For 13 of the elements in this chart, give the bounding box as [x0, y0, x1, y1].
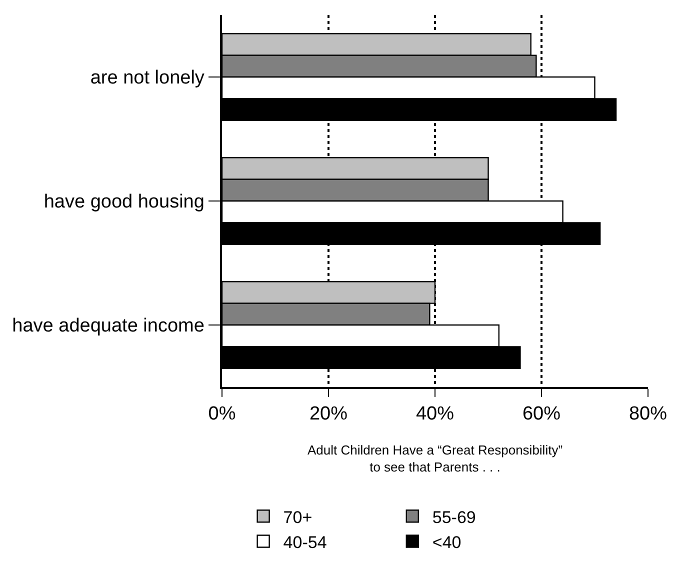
legend-label: 55-69: [432, 508, 476, 527]
x-tick-label: 80%: [628, 404, 668, 425]
legend-label: <40: [432, 532, 462, 552]
x-tick-label: 40%: [416, 404, 454, 425]
x-axis-title: Adult Children Have a “Great Responsibility” to see that Parents . . .: [307, 442, 563, 475]
x-tick-label: 60%: [522, 404, 561, 425]
x-tick-label: 0%: [208, 404, 236, 425]
y-tick-label: have good housing: [44, 192, 204, 213]
legend-label: 40-54: [283, 532, 327, 552]
y-tick-label: are not lonely: [90, 68, 205, 89]
legend-label: 70+: [283, 508, 312, 527]
x-tick-label: 20%: [309, 404, 348, 425]
y-tick-label: have adequate income: [12, 316, 204, 337]
